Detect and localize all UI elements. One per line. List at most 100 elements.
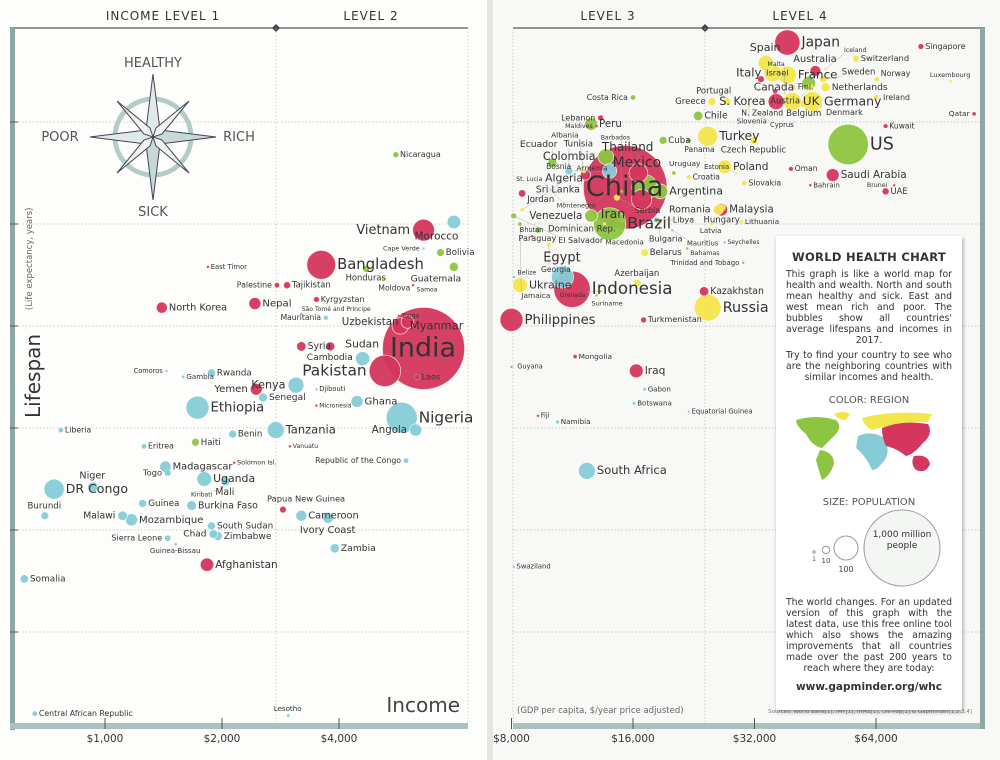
bubble-solomon-isl — [232, 461, 236, 465]
label-sierra-leone: Sierra Leone — [111, 533, 162, 543]
bubble-vanuatu — [288, 444, 292, 448]
label-portugal: Portugal — [696, 86, 731, 96]
size-label-10: 10 — [822, 557, 831, 565]
bubble-south-sudan — [207, 521, 217, 531]
label-guatemala: Guatemala — [411, 274, 462, 285]
label-malaysia: Malaysia — [729, 205, 774, 216]
bubble-uruguay — [671, 170, 676, 176]
bubble-lithuania — [739, 219, 744, 225]
bubble-costa-rica — [630, 94, 636, 101]
label-botswana: Botswana — [637, 399, 672, 408]
label-iceland: Iceland — [844, 47, 866, 54]
label-gambia: Gambia — [186, 372, 214, 381]
label-lithuania: Lithuania — [745, 217, 779, 226]
bubble-latvia — [709, 222, 713, 226]
bubble-venezuela — [584, 209, 598, 223]
label-canada: Canada — [754, 82, 794, 94]
bubble-peru — [584, 117, 598, 131]
label-australia: Australia — [793, 54, 836, 65]
label-south-africa: South Africa — [597, 463, 667, 477]
label-mozambique: Mozambique — [139, 515, 203, 526]
bubble-seychelles — [723, 240, 727, 244]
bubble-finl — [790, 84, 797, 91]
bubble-singapore — [918, 43, 924, 50]
leader-line-grenada — [586, 291, 600, 293]
bubble-suriname — [595, 293, 599, 297]
label-macedonia: Macedonia — [606, 237, 644, 246]
bubble-jordan — [518, 189, 526, 198]
compass-rich: RICH — [223, 130, 255, 145]
bubble-belgium — [800, 99, 809, 108]
x-axis-ticks: $1,000 $2,000 $4,000 $8,000 $16,000 $32,000 $6… — [87, 718, 898, 745]
label-guinea: Guinea — [148, 499, 179, 509]
label-iraq: Iraq — [645, 365, 666, 377]
legend-panel: WORLD HEALTH CHART This graph is like a … — [776, 236, 962, 710]
label-comoros: Comoros — [134, 367, 164, 375]
bubble-kazakhstan — [698, 286, 710, 297]
leader-line-montenegro — [596, 181, 616, 203]
bubble-lebanon — [597, 115, 604, 121]
label-mali: Mali — [215, 487, 234, 498]
label-panama: Panama — [684, 145, 714, 154]
country-labels: China India US Indonesia Brazil Pakistan Niger… — [28, 35, 971, 718]
bubble-burkina-faso — [186, 500, 197, 511]
label-paraguay: Paraguay — [519, 233, 557, 243]
population-size-legend: 1 10 100 1,000 million people — [812, 509, 941, 587]
label-s-korea: S. Korea — [719, 95, 765, 108]
label-colombia: Colombia — [543, 150, 596, 163]
bubble-gabon — [642, 387, 647, 391]
label-barbados: Barbados — [601, 134, 630, 141]
label-tajikistan: Tajikistan — [291, 280, 331, 290]
bubble-albania — [580, 164, 585, 169]
bubble-moldova — [380, 276, 386, 282]
leader-line-sri-lanka — [580, 179, 584, 185]
bubble-equatorial-guinea — [687, 410, 691, 414]
label-n-zealand: N. Zealand — [741, 109, 783, 118]
bubble-fiji — [536, 414, 540, 418]
bubble-greece — [708, 97, 716, 106]
gapminder-link[interactable]: www.gapminder.org/whc — [795, 681, 942, 693]
label-trinidad-and-tobago: Trinidad and Tobago — [669, 259, 739, 267]
bubble-chile — [692, 110, 704, 122]
label-kiribati: Kiribati — [191, 491, 213, 498]
bubble-dominican-rep — [617, 214, 626, 222]
leader-line-el-salvador — [516, 216, 559, 237]
bubble-nigeria — [385, 401, 418, 434]
label-thailand: Thailand — [601, 140, 654, 154]
bubble-uganda — [196, 471, 212, 487]
label-niger: Niger — [79, 470, 105, 481]
bubble-guinea-bissau — [173, 542, 178, 546]
bubble-cyprus — [753, 110, 756, 114]
bubble-bosnia — [581, 168, 587, 174]
bubble-kuwait — [883, 123, 888, 129]
label-south-sudan: South Sudan — [217, 522, 273, 532]
label-japan: Japan — [801, 35, 840, 51]
label-india: India — [390, 332, 456, 363]
label-iran: Iran — [601, 206, 625, 221]
label-costa-rica: Costa Rica — [587, 93, 628, 102]
label-slovenia: Slovenia — [737, 117, 767, 126]
label-ukraine: Ukraine — [529, 278, 572, 291]
bubble-guyana — [510, 365, 513, 369]
bubble-cameroon — [295, 509, 308, 522]
leader-line-mauritius — [673, 230, 688, 240]
label-liberia: Liberia — [65, 425, 92, 434]
bubble-togo — [164, 469, 172, 477]
label-pakistan: Pakistan — [302, 361, 366, 379]
x-tick-label: $8,000 — [493, 733, 530, 745]
bubble-azerbaijan — [633, 279, 642, 287]
bubble-ukraine — [512, 277, 528, 294]
bubble-afghanistan — [199, 557, 215, 572]
label-sri-lanka: Sri Lanka — [536, 185, 580, 196]
label-cuba: Cuba — [668, 136, 690, 146]
label-algeria: Algeria — [545, 171, 583, 184]
label-republic-of-the-congo: Republic of the Congo — [315, 456, 401, 465]
bubble-guatemala — [448, 261, 459, 272]
label-fiji: Fiji — [541, 412, 550, 420]
label-angola: Angola — [372, 425, 407, 436]
leader-line-albania — [579, 138, 583, 165]
label-libya: Libya — [673, 215, 694, 224]
bubble-south-africa — [578, 461, 596, 480]
label-senegal: Senegal — [269, 393, 306, 403]
label-zambia: Zambia — [341, 543, 376, 554]
